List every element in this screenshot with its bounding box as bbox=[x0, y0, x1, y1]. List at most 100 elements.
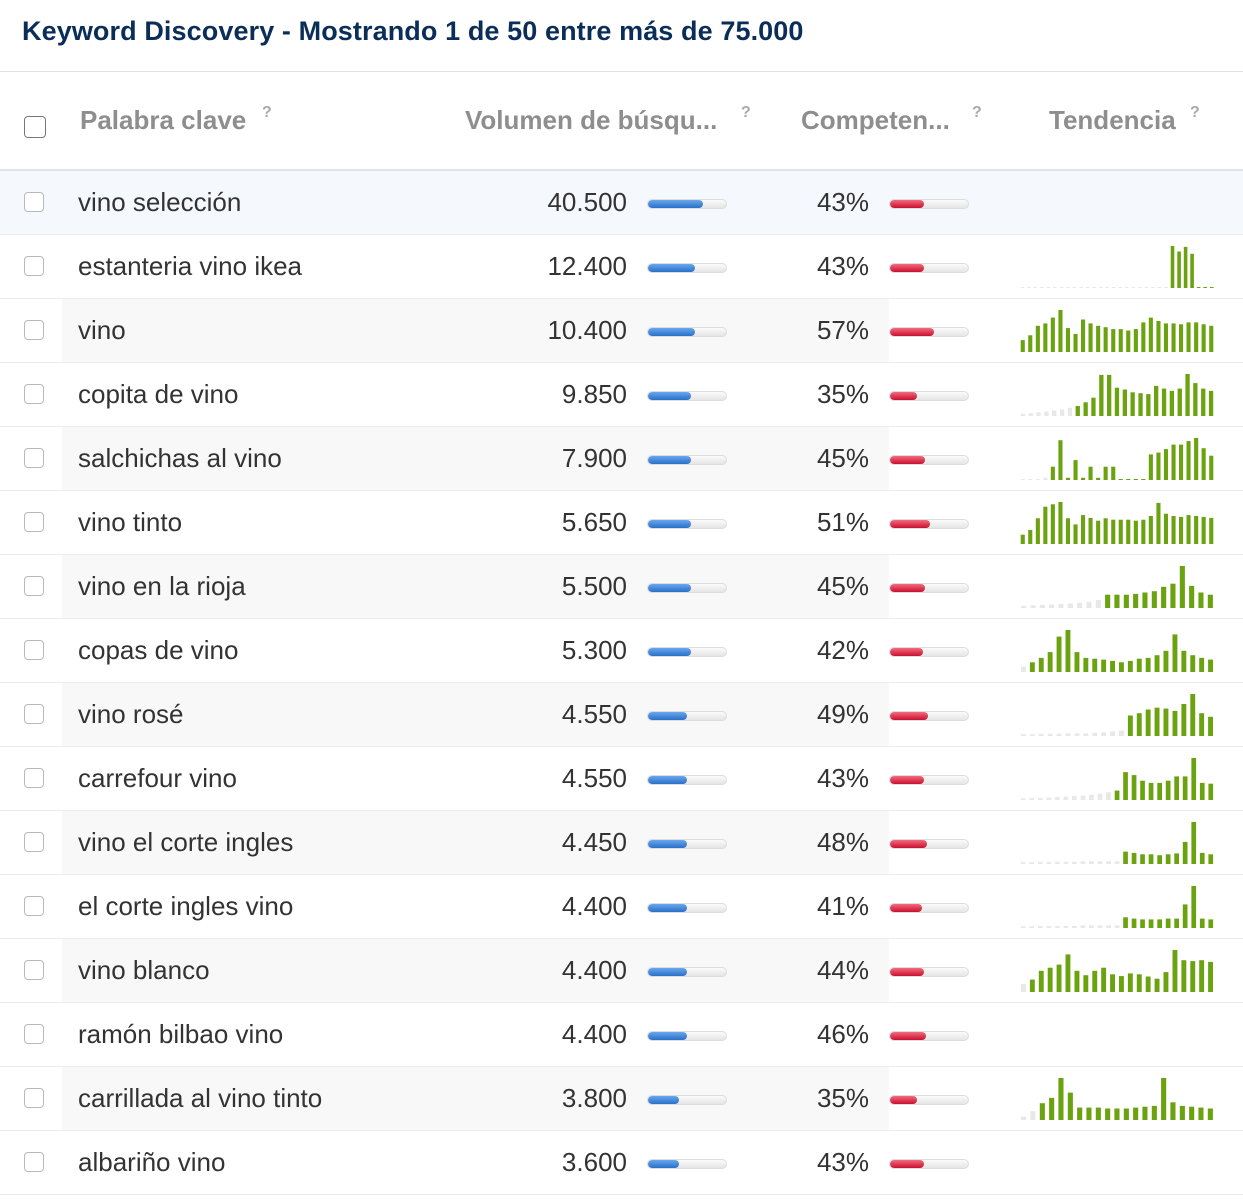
trend-bar bbox=[1038, 861, 1043, 864]
trend-cell bbox=[1019, 234, 1243, 298]
trend-bar bbox=[1123, 917, 1128, 928]
column-header-keyword[interactable]: Palabra clave ? bbox=[62, 72, 422, 170]
table-row[interactable]: copita de vino 9.850 35% bbox=[0, 362, 1243, 426]
keyword-cell[interactable]: vino en la rioja bbox=[62, 554, 422, 618]
keyword-cell[interactable]: salchichas al vino bbox=[62, 426, 422, 490]
column-header-trend[interactable]: Tendencia ? bbox=[1019, 72, 1243, 170]
table-row[interactable]: vino tinto 5.650 51% bbox=[0, 490, 1243, 554]
keyword-cell[interactable]: copita de vino bbox=[78, 378, 239, 409]
trend-bar bbox=[1207, 1108, 1213, 1120]
row-checkbox[interactable] bbox=[24, 640, 44, 660]
trend-bar bbox=[1073, 460, 1078, 480]
trend-bar bbox=[1110, 660, 1116, 672]
table-row[interactable]: vino selección 40.500 43% bbox=[0, 170, 1243, 234]
keyword-cell[interactable]: vino rosé bbox=[62, 682, 422, 746]
trend-bar bbox=[1146, 394, 1151, 416]
trend-bar bbox=[1047, 967, 1053, 992]
keyword-cell[interactable]: vino bbox=[62, 298, 422, 362]
competition-value: 43% bbox=[816, 762, 869, 793]
volume-bar-fill bbox=[648, 455, 691, 464]
keyword-cell[interactable]: vino el corte ingles bbox=[62, 810, 422, 874]
trend-bar bbox=[1145, 657, 1151, 672]
row-checkbox[interactable] bbox=[24, 1152, 44, 1172]
trend-bar bbox=[1029, 979, 1035, 992]
trend-bar bbox=[1114, 1108, 1120, 1120]
keyword-cell[interactable]: albariño vino bbox=[78, 1146, 226, 1177]
trend-bar bbox=[1101, 967, 1107, 992]
row-checkbox[interactable] bbox=[24, 512, 44, 532]
row-checkbox[interactable] bbox=[24, 192, 44, 213]
competition-bar-fill bbox=[890, 199, 924, 208]
row-checkbox[interactable] bbox=[24, 1024, 44, 1044]
keyword-cell[interactable]: carrefour vino bbox=[78, 762, 237, 793]
table-row[interactable]: vino en la rioja 5.500 45% bbox=[0, 554, 1243, 618]
help-icon[interactable]: ? bbox=[741, 104, 751, 121]
trend-bar bbox=[1080, 925, 1086, 928]
table-row[interactable]: vino 10.400 57% bbox=[0, 298, 1243, 362]
table-row[interactable]: salchichas al vino 7.900 45% bbox=[0, 426, 1243, 490]
row-checkbox[interactable] bbox=[24, 576, 44, 596]
row-checkbox[interactable] bbox=[24, 1088, 44, 1108]
row-checkbox[interactable] bbox=[24, 448, 44, 468]
table-row[interactable]: carrefour vino 4.550 43% bbox=[0, 746, 1243, 810]
trend-cell bbox=[1019, 426, 1243, 490]
help-icon[interactable]: ? bbox=[972, 104, 982, 121]
keyword-cell[interactable]: vino selección bbox=[62, 170, 422, 234]
table-row[interactable]: vino rosé 4.550 49% bbox=[0, 682, 1243, 746]
table-row[interactable]: copas de vino 5.300 42% bbox=[0, 618, 1243, 682]
table-row[interactable]: estanteria vino ikea 12.400 43% bbox=[0, 234, 1243, 298]
column-header-competition[interactable]: Competen... ? bbox=[764, 72, 1019, 170]
help-icon[interactable]: ? bbox=[1190, 104, 1200, 121]
competition-bar-fill bbox=[890, 391, 918, 400]
table-row[interactable]: carrillada al vino tinto 3.800 35% bbox=[0, 1066, 1243, 1130]
row-checkbox[interactable] bbox=[24, 896, 44, 916]
volume-bar-fill bbox=[648, 839, 687, 848]
keyword-cell[interactable]: vino blanco bbox=[62, 938, 422, 1002]
trend-bar bbox=[1111, 519, 1116, 544]
competition-value: 41% bbox=[816, 890, 869, 921]
volume-bar-fill bbox=[648, 967, 687, 976]
trend-bar bbox=[1080, 861, 1086, 864]
trend-bar bbox=[1133, 593, 1139, 608]
keyword-cell[interactable]: vino tinto bbox=[78, 506, 183, 537]
table-row[interactable]: ramón bilbao vino 4.400 46% bbox=[0, 1002, 1243, 1066]
column-header-volume[interactable]: Volumen de búsqu... ? bbox=[422, 72, 764, 170]
table-row[interactable]: albariño vino 3.600 43% bbox=[0, 1130, 1243, 1194]
trend-bar bbox=[1050, 504, 1055, 544]
volume-value: 5.300 bbox=[561, 634, 627, 665]
trend-cell bbox=[1019, 362, 1243, 426]
trend-bar bbox=[1201, 516, 1206, 544]
select-all-checkbox[interactable] bbox=[24, 115, 46, 138]
trend-bar bbox=[1183, 246, 1188, 288]
trend-bar bbox=[1163, 449, 1169, 480]
table-row[interactable]: el corte ingles vino 4.400 41% bbox=[0, 874, 1243, 938]
trend-bar bbox=[1020, 926, 1026, 928]
row-checkbox[interactable] bbox=[24, 320, 44, 340]
trend-bar bbox=[1088, 466, 1093, 480]
row-checkbox[interactable] bbox=[24, 832, 44, 852]
row-checkbox[interactable] bbox=[24, 256, 44, 276]
keyword-cell[interactable]: carrillada al vino tinto bbox=[62, 1066, 422, 1130]
competition-bar-fill bbox=[890, 839, 928, 848]
keyword-cell[interactable]: ramón bilbao vino bbox=[78, 1018, 284, 1049]
help-icon[interactable]: ? bbox=[262, 104, 272, 121]
row-checkbox[interactable] bbox=[24, 384, 44, 404]
competition-bar bbox=[889, 454, 969, 465]
keyword-cell[interactable]: estanteria vino ikea bbox=[78, 250, 303, 281]
row-checkbox[interactable] bbox=[24, 960, 44, 980]
trend-bar bbox=[1161, 388, 1167, 416]
table-row[interactable]: vino el corte ingles 4.450 48% bbox=[0, 810, 1243, 874]
row-checkbox[interactable] bbox=[24, 768, 44, 788]
trend-bar bbox=[1169, 390, 1175, 416]
trend-bar bbox=[1140, 854, 1145, 864]
row-checkbox[interactable] bbox=[24, 704, 44, 724]
trend-bar bbox=[1020, 534, 1025, 544]
trend-bar bbox=[1148, 854, 1154, 864]
table-row[interactable]: vino blanco 4.400 44% bbox=[0, 938, 1243, 1002]
keyword-cell[interactable]: el corte ingles vino bbox=[78, 890, 294, 921]
volume-bar bbox=[647, 774, 727, 785]
trend-bar bbox=[1030, 1111, 1036, 1120]
keyword-cell[interactable]: copas de vino bbox=[78, 634, 239, 665]
trend-bar bbox=[1046, 925, 1052, 928]
trend-bar bbox=[1052, 410, 1057, 416]
